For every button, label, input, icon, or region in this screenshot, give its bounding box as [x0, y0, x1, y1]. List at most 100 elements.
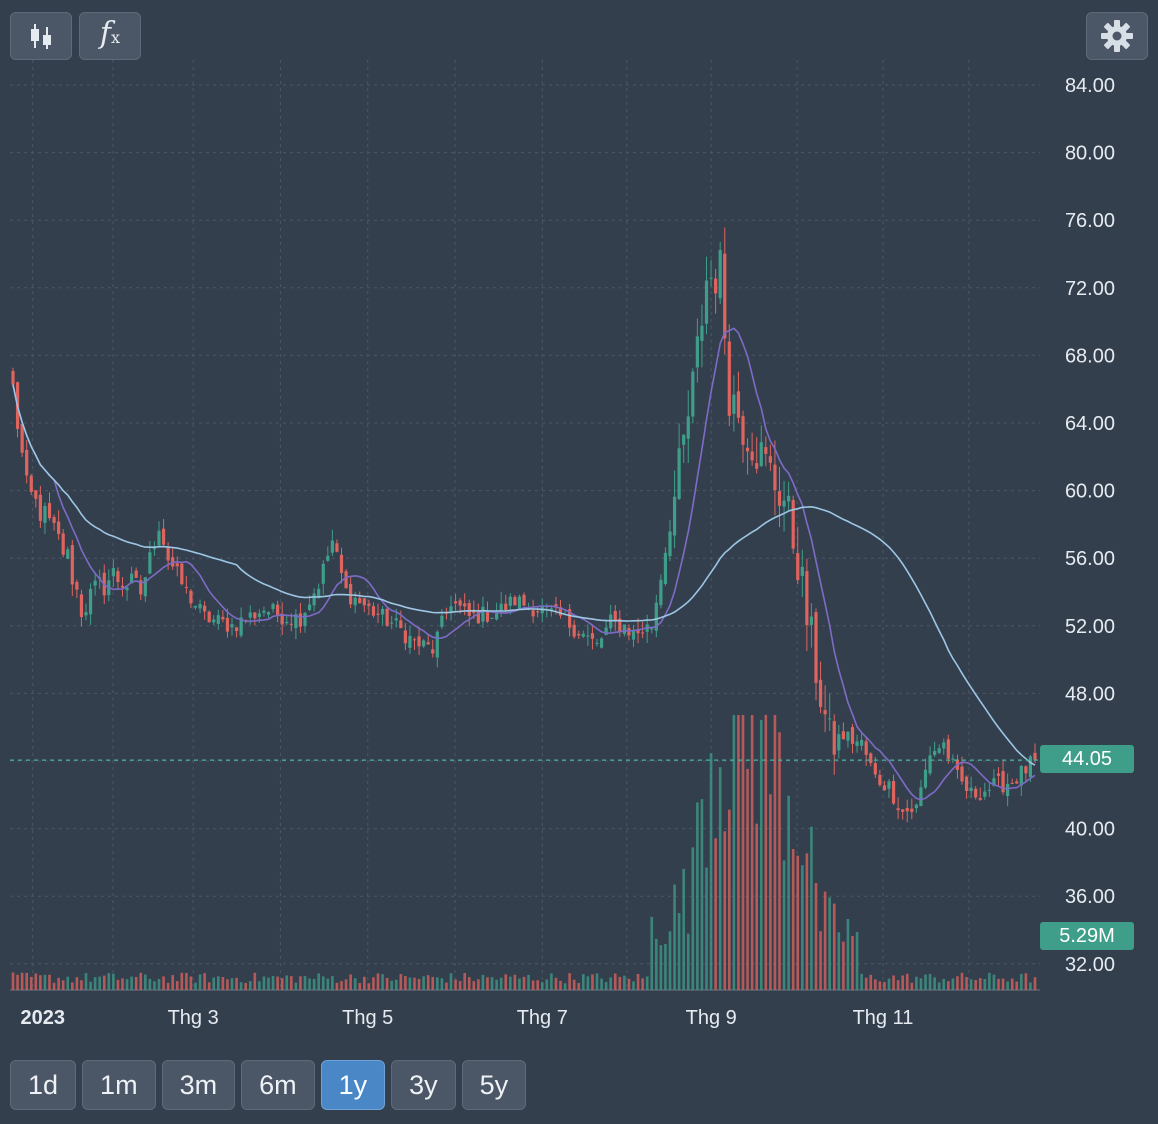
volume-bar [819, 931, 822, 990]
candle-body [878, 774, 882, 785]
candle-body [161, 528, 166, 545]
candle-body [399, 620, 403, 628]
range-button-1y[interactable]: 1y [320, 1060, 386, 1110]
y-tick-label: 32.00 [1065, 954, 1115, 976]
settings-button[interactable] [1086, 12, 1148, 60]
candle-body [691, 371, 695, 417]
volume-bar [755, 823, 758, 990]
volume-bar [919, 978, 923, 990]
volume-bar [16, 974, 19, 990]
volume-bar [896, 980, 900, 990]
candle-body [485, 610, 490, 622]
candle-body [262, 610, 266, 613]
candle-body [663, 552, 668, 584]
candle-body [599, 638, 604, 648]
volume-bar [244, 982, 247, 990]
candle-body [403, 630, 407, 644]
candle-body [682, 434, 686, 445]
candle-body [1019, 765, 1023, 786]
candle-body [417, 636, 421, 647]
volume-bar [718, 767, 722, 990]
candle-body [896, 808, 900, 811]
volume-bar [207, 982, 211, 990]
candle-body [66, 549, 70, 559]
y-tick-label: 68.00 [1065, 345, 1115, 367]
x-tick-label: Thg 3 [168, 1007, 219, 1029]
candle-body [120, 585, 125, 588]
range-button-1d[interactable]: 1d [10, 1060, 77, 1110]
volume-bar [801, 865, 804, 990]
candle-body [531, 610, 535, 617]
range-button-3m[interactable]: 3m [161, 1060, 236, 1110]
volume-bar [1029, 982, 1032, 990]
x-tick-label: Thg 9 [686, 1007, 737, 1029]
candle-body [741, 416, 745, 445]
volume-bar [577, 983, 581, 990]
candle-body [276, 604, 280, 616]
candle-body [996, 773, 1001, 776]
volume-bar [98, 976, 101, 990]
candle-body [805, 571, 809, 626]
volume-bar [417, 978, 421, 990]
volume-bar [723, 831, 727, 990]
volume-bar [1024, 973, 1028, 990]
volume-bar [422, 976, 425, 990]
volume-bar [399, 974, 403, 990]
volume-bar [641, 978, 644, 990]
chart-type-button[interactable] [10, 12, 72, 60]
volume-bar [988, 972, 991, 990]
candle-body [590, 633, 595, 639]
candle-body [910, 808, 914, 812]
candle-body [860, 739, 864, 746]
candle-body [1033, 752, 1037, 761]
candle-body [84, 612, 88, 616]
volume-bar [664, 944, 667, 990]
candle-body [431, 649, 435, 654]
volume-bar [381, 974, 384, 990]
volume-bar [563, 983, 567, 990]
candle-body [951, 758, 955, 760]
candle-body [864, 741, 868, 755]
volume-bar [709, 753, 713, 990]
volume-bar [604, 982, 608, 990]
candle-body [289, 623, 293, 625]
candle-body [700, 325, 704, 341]
candle-body [193, 605, 198, 608]
volume-bar [531, 980, 535, 990]
volume-bar [299, 976, 302, 990]
candle-body [764, 447, 768, 454]
candle-body [1010, 783, 1014, 785]
candle-body [422, 640, 426, 647]
volume-bar [595, 973, 599, 990]
range-button-1m[interactable]: 1m [82, 1060, 156, 1110]
candle-body [349, 583, 353, 605]
candle-body [974, 788, 978, 798]
candle-body [385, 608, 389, 626]
volume-bar [782, 860, 786, 990]
volume-bar [390, 980, 393, 990]
range-button-6m[interactable]: 6m [241, 1060, 315, 1110]
candle-body [800, 566, 804, 577]
candle-body [271, 604, 275, 609]
volume-bar [969, 979, 973, 990]
range-button-5y[interactable]: 5y [461, 1060, 527, 1110]
candle-body [581, 633, 585, 637]
volume-bar [52, 982, 56, 990]
volume-bar [230, 978, 234, 990]
candle-body [335, 543, 339, 552]
volume-bar [846, 919, 850, 990]
volume-bar [454, 979, 457, 990]
candle-body [353, 597, 357, 606]
indicators-button[interactable]: fx [79, 12, 141, 60]
price-chart[interactable]: 84.00 80.00 76.00 72.00 68.00 64.00 60.00 56.00… [0, 0, 1158, 1050]
volume-bar [769, 794, 772, 990]
volume-bar [93, 977, 97, 990]
candle-body [376, 613, 380, 615]
range-button-3y[interactable]: 3y [391, 1060, 456, 1110]
volume-bar [486, 977, 489, 990]
y-tick-label: 52.00 [1065, 616, 1115, 638]
volume-bar [153, 981, 156, 990]
candle-body [504, 603, 508, 610]
volume-bar [212, 977, 216, 990]
volume-bar [582, 974, 585, 990]
